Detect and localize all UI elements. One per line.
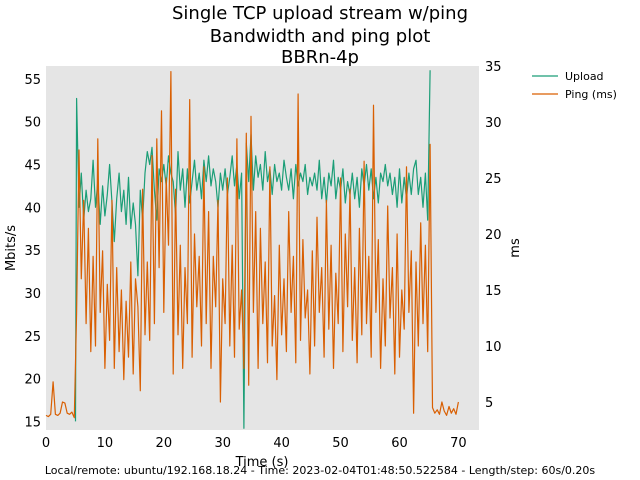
y-left-tick-label: 30 [24,287,41,302]
y-left-tick-label: 50 [24,116,41,131]
x-tick-label: 40 [273,436,290,451]
legend-label-ping: Ping (ms) [565,88,617,101]
series-line-ping-ms [45,70,459,419]
x-tick-label: 10 [97,436,114,451]
y-right-tick-label: 20 [485,228,502,243]
x-tick-label: 70 [450,436,467,451]
y-right-tick-label: 30 [485,116,502,131]
y-left-tick-label: 40 [24,201,41,216]
y-right-tick-labels: 5 10 15 20 25 30 35 [485,60,502,411]
series-line-upload [74,70,431,429]
y-left-axis-label: Mbits/s [4,225,19,271]
x-tick-label: 20 [156,436,173,451]
x-tick-label: 50 [332,436,349,451]
y-right-tick-label: 35 [485,60,502,75]
chart-title-line-3: BBRn-4p [281,47,359,68]
plot-area [46,66,479,430]
x-tick-label: 0 [42,436,50,451]
y-left-tick-label: 20 [24,373,41,388]
x-axis-label: Time (s) [235,455,289,470]
y-left-tick-label: 35 [24,244,41,259]
y-left-tick-label: 25 [24,330,41,345]
y-left-tick-label: 15 [24,415,41,430]
y-left-tick-label: 45 [24,158,41,173]
x-tick-label: 60 [391,436,408,451]
y-right-tick-label: 15 [485,284,502,299]
y-left-tick-labels: 15 20 25 30 35 40 45 50 55 [24,73,41,431]
y-right-tick-label: 10 [485,340,502,355]
x-tick-label: 30 [214,436,231,451]
y-right-axis-label: ms [508,238,523,258]
chart-title-line-2: Bandwidth and ping plot [210,26,431,47]
y-left-tick-label: 55 [24,73,41,88]
footer-text: Local/remote: ubuntu/192.168.18.24 - Tim… [45,464,596,477]
x-tick-labels: 0 10 20 30 40 50 60 70 [42,436,467,451]
series-group [45,70,459,429]
y-right-tick-label: 25 [485,172,502,187]
y-right-tick-label: 5 [485,396,493,411]
legend: Upload Ping (ms) [532,70,617,101]
chart-title-line-1: Single TCP upload stream w/ping [172,3,468,24]
legend-label-upload: Upload [565,70,604,83]
